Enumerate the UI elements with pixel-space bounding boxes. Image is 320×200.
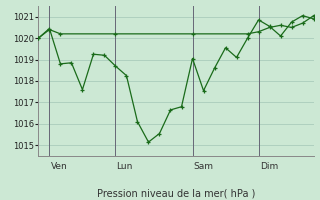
Text: Dim: Dim: [260, 162, 278, 171]
Text: Lun: Lun: [116, 162, 133, 171]
Text: Pression niveau de la mer( hPa ): Pression niveau de la mer( hPa ): [97, 189, 255, 199]
Text: Sam: Sam: [194, 162, 214, 171]
Text: Ven: Ven: [51, 162, 67, 171]
